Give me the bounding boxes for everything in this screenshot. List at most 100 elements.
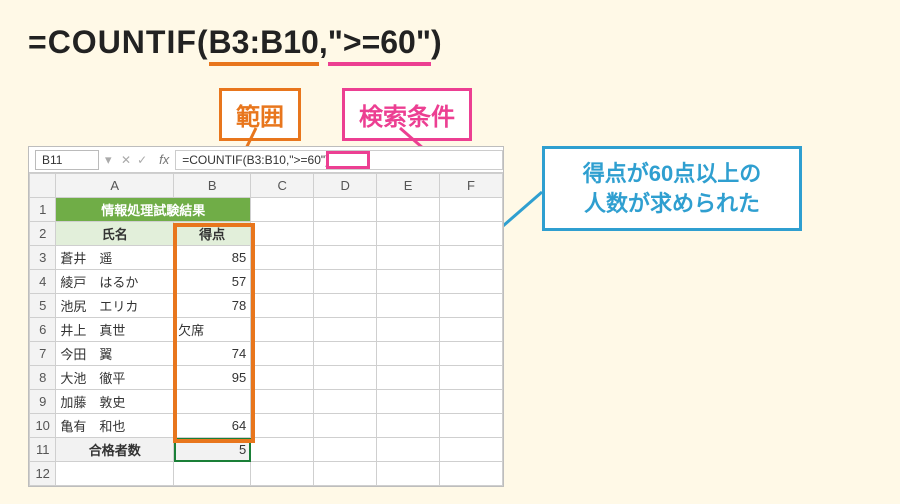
subheader-score[interactable]: 得点 bbox=[174, 222, 251, 246]
cell[interactable] bbox=[314, 198, 377, 222]
merged-title-cell[interactable]: 情報処理試験結果 bbox=[56, 198, 251, 222]
cell[interactable] bbox=[314, 246, 377, 270]
cell-score[interactable]: 78 bbox=[174, 294, 251, 318]
cell-score[interactable]: 欠席 bbox=[174, 318, 251, 342]
row-header[interactable]: 6 bbox=[30, 318, 56, 342]
col-header[interactable]: E bbox=[377, 174, 440, 198]
row-header[interactable]: 5 bbox=[30, 294, 56, 318]
cell-name[interactable]: 今田 翼 bbox=[56, 342, 174, 366]
col-header[interactable]: C bbox=[251, 174, 314, 198]
cell[interactable] bbox=[377, 270, 440, 294]
cell[interactable] bbox=[440, 462, 503, 486]
col-header[interactable]: A bbox=[56, 174, 174, 198]
cell[interactable] bbox=[440, 294, 503, 318]
cell[interactable] bbox=[314, 366, 377, 390]
cell[interactable] bbox=[251, 318, 314, 342]
fx-icon[interactable]: fx bbox=[159, 152, 169, 167]
cell[interactable] bbox=[377, 366, 440, 390]
cell[interactable] bbox=[440, 222, 503, 246]
accept-icon[interactable]: ✓ bbox=[137, 153, 147, 167]
cell-name[interactable]: 加藤 敦史 bbox=[56, 390, 174, 414]
cell[interactable] bbox=[251, 366, 314, 390]
cell[interactable] bbox=[251, 198, 314, 222]
subheader-name[interactable]: 氏名 bbox=[56, 222, 174, 246]
cell[interactable] bbox=[56, 462, 174, 486]
row-header[interactable]: 4 bbox=[30, 270, 56, 294]
cell[interactable] bbox=[377, 438, 440, 462]
table-row: 4綾戸 はるか57 bbox=[30, 270, 503, 294]
cell[interactable] bbox=[440, 438, 503, 462]
cell-score[interactable]: 85 bbox=[174, 246, 251, 270]
cell[interactable] bbox=[440, 366, 503, 390]
cell[interactable] bbox=[314, 318, 377, 342]
cell-name[interactable]: 井上 真世 bbox=[56, 318, 174, 342]
row-header[interactable]: 11 bbox=[30, 438, 56, 462]
col-header[interactable]: F bbox=[440, 174, 503, 198]
cell[interactable] bbox=[377, 294, 440, 318]
cell[interactable] bbox=[314, 438, 377, 462]
cell[interactable] bbox=[251, 342, 314, 366]
cell[interactable] bbox=[314, 222, 377, 246]
cell-name[interactable]: 綾戸 はるか bbox=[56, 270, 174, 294]
cell-score[interactable] bbox=[174, 390, 251, 414]
cell[interactable] bbox=[314, 414, 377, 438]
cell-score[interactable]: 64 bbox=[174, 414, 251, 438]
row-header[interactable]: 12 bbox=[30, 462, 56, 486]
col-header[interactable]: D bbox=[314, 174, 377, 198]
cell[interactable] bbox=[314, 342, 377, 366]
row-header[interactable]: 3 bbox=[30, 246, 56, 270]
row-header[interactable]: 7 bbox=[30, 342, 56, 366]
pass-value-cell[interactable]: 5 bbox=[174, 438, 251, 462]
row-header[interactable]: 10 bbox=[30, 414, 56, 438]
cell-score[interactable]: 57 bbox=[174, 270, 251, 294]
cell[interactable] bbox=[440, 390, 503, 414]
cell[interactable] bbox=[251, 438, 314, 462]
cell[interactable] bbox=[440, 342, 503, 366]
row-header[interactable]: 1 bbox=[30, 198, 56, 222]
cell[interactable] bbox=[251, 390, 314, 414]
row-header[interactable]: 9 bbox=[30, 390, 56, 414]
cell[interactable] bbox=[377, 222, 440, 246]
cell[interactable] bbox=[314, 390, 377, 414]
cancel-icon[interactable]: ✕ bbox=[121, 153, 131, 167]
namebox-dropdown-icon[interactable]: ▾ bbox=[105, 152, 115, 168]
select-all-corner[interactable] bbox=[30, 174, 56, 198]
cell[interactable] bbox=[251, 462, 314, 486]
cell[interactable] bbox=[440, 246, 503, 270]
cell-score[interactable]: 74 bbox=[174, 342, 251, 366]
cell[interactable] bbox=[377, 342, 440, 366]
cell[interactable] bbox=[314, 462, 377, 486]
cell[interactable] bbox=[251, 294, 314, 318]
worksheet-grid[interactable]: A B C D E F 1 情報処理試験結果 2 氏名 得点 3蒼井 遥854綾… bbox=[29, 173, 503, 486]
cell-name[interactable]: 池尻 エリカ bbox=[56, 294, 174, 318]
cell[interactable] bbox=[377, 414, 440, 438]
cell[interactable] bbox=[377, 390, 440, 414]
cell[interactable] bbox=[440, 414, 503, 438]
row-header[interactable]: 2 bbox=[30, 222, 56, 246]
cell[interactable] bbox=[174, 462, 251, 486]
formula-bar[interactable]: =COUNTIF(B3:B10,">=60") bbox=[175, 150, 503, 170]
cell-name[interactable]: 蒼井 遥 bbox=[56, 246, 174, 270]
cell-name[interactable]: 大池 徹平 bbox=[56, 366, 174, 390]
cell[interactable] bbox=[440, 198, 503, 222]
cell[interactable] bbox=[251, 414, 314, 438]
cell[interactable] bbox=[377, 318, 440, 342]
cell[interactable] bbox=[377, 246, 440, 270]
name-box[interactable]: B11 bbox=[35, 150, 99, 170]
cell[interactable] bbox=[251, 246, 314, 270]
cell[interactable] bbox=[377, 462, 440, 486]
cell[interactable] bbox=[251, 222, 314, 246]
label-range: 範囲 bbox=[219, 88, 301, 141]
cell-name[interactable]: 亀有 和也 bbox=[56, 414, 174, 438]
cell[interactable] bbox=[314, 294, 377, 318]
cell[interactable] bbox=[251, 270, 314, 294]
cell[interactable] bbox=[440, 270, 503, 294]
formula-suffix: ) bbox=[431, 24, 442, 60]
pass-label-cell[interactable]: 合格者数 bbox=[56, 438, 174, 462]
cell[interactable] bbox=[377, 198, 440, 222]
row-header[interactable]: 8 bbox=[30, 366, 56, 390]
cell[interactable] bbox=[440, 318, 503, 342]
col-header[interactable]: B bbox=[174, 174, 251, 198]
cell[interactable] bbox=[314, 270, 377, 294]
cell-score[interactable]: 95 bbox=[174, 366, 251, 390]
